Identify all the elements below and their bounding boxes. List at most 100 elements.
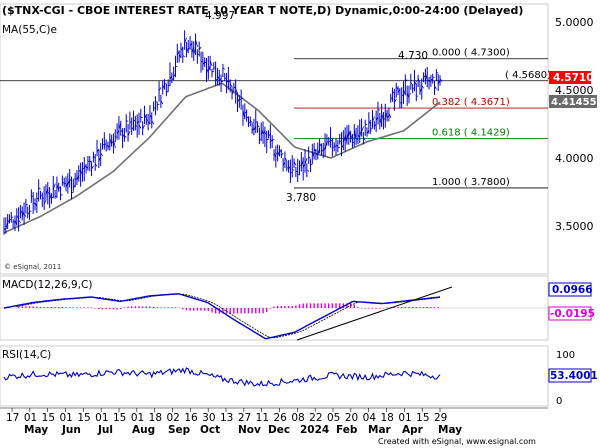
- macd-hist-value: -0.0195: [550, 308, 595, 320]
- price-pane: ($TNX-CGI - CBOE INTEREST RATE 10 YEAR T…: [0, 3, 551, 275]
- price-tick: 3.5000: [555, 220, 594, 233]
- date-tick-label: 01: [131, 412, 144, 424]
- price-bar-tick: [293, 161, 297, 166]
- fib-label: 0.000 ( 4.7300): [432, 48, 510, 59]
- macd-trendline: [296, 286, 453, 341]
- price-bar-tick: [52, 183, 56, 191]
- ma-value-box: [549, 95, 597, 108]
- date-tick-label: 18: [149, 412, 162, 424]
- date-axis: 17 01 15 01 15 01 15 01 18 02 16 30 13 27 11 26 08 22 05 20…: [0, 407, 548, 436]
- price-bar-tick: [304, 157, 308, 165]
- price-bar-tick: [231, 90, 235, 95]
- price-bar-tick: [306, 169, 310, 172]
- price-bar-tick: [394, 98, 397, 103]
- price-bar-tick: [284, 157, 288, 162]
- price-bar-tick: [279, 148, 282, 153]
- macd-label: MACD(12,26,9,C): [2, 279, 92, 291]
- price-bar-tick: [18, 219, 21, 223]
- price-bar-tick: [91, 165, 94, 170]
- month-label: Dec: [268, 424, 290, 436]
- price-bar-tick: [388, 113, 392, 118]
- price-bar-tick: [113, 139, 116, 149]
- date-tick-label: 01: [95, 412, 108, 424]
- price-bar-tick: [281, 153, 284, 156]
- price-bar-tick: [337, 146, 340, 149]
- copyright: © eSignal, 2011: [4, 263, 61, 271]
- moving-average: [3, 82, 441, 234]
- price-bar-tick: [222, 67, 226, 70]
- price-bar-tick: [124, 135, 127, 138]
- price-tick: 4.0000: [555, 152, 594, 165]
- price-pane-frame: [0, 3, 549, 275]
- month-label: Jun: [61, 424, 81, 436]
- month-label: Mar: [368, 424, 392, 436]
- price-bar-tick: [257, 125, 260, 128]
- date-tick-label: 17: [6, 412, 19, 424]
- price-bar-tick: [43, 199, 47, 205]
- price-bar-tick: [372, 116, 375, 123]
- recent-high-annotation: 4.730: [398, 50, 428, 62]
- price-bar-tick: [421, 85, 425, 89]
- price-bar-tick: [249, 120, 253, 124]
- price-bar-tick: [209, 60, 213, 67]
- rsi-tick: 100: [556, 350, 575, 361]
- fib-levels: 0.000 ( 4.7300) ( 4.5680) 0.382 ( 4.3671) 0…: [0, 48, 551, 189]
- ma-line: [3, 82, 441, 234]
- rsi-frame: [0, 345, 549, 407]
- high-annotation: 4.997: [205, 10, 235, 22]
- rsi-tick: 0: [556, 396, 562, 407]
- rsi-series: [3, 367, 441, 387]
- macd-value-box: [548, 282, 592, 297]
- price-bar-tick: [160, 100, 164, 105]
- month-label: Feb: [336, 424, 358, 436]
- price-bar-tick: [100, 153, 103, 157]
- date-tick-label: 29: [434, 412, 447, 424]
- macd-pane: MACD(12,26,9,C) 0.0966 -0.0195: [0, 275, 595, 341]
- price-bar-tick: [182, 55, 186, 58]
- ma-value: 4.414555: [551, 97, 600, 108]
- rsi-value-box: [548, 368, 592, 383]
- month-label: Oct: [200, 424, 220, 436]
- price-bar-tick: [414, 80, 417, 86]
- month-label: May: [24, 424, 48, 436]
- price-bar-tick: [158, 87, 162, 91]
- price-bar-tick: [157, 103, 160, 106]
- price-bar-tick: [292, 169, 295, 171]
- price-bar-tick: [361, 126, 364, 132]
- month-label: May: [438, 424, 462, 436]
- month-label: Aug: [132, 424, 155, 436]
- date-tick-label: 26: [274, 412, 288, 424]
- date-tick-label: 27: [238, 412, 251, 424]
- price-bar-tick: [175, 65, 178, 68]
- price-bar-tick: [439, 78, 443, 83]
- price-bar-tick: [142, 124, 146, 130]
- macd-value: 0.0966: [552, 284, 593, 296]
- date-tick-label: 02: [167, 412, 180, 424]
- date-tick-label: 08: [291, 412, 304, 424]
- date-tick-label: 30: [202, 412, 215, 424]
- price-bar-tick: [410, 82, 414, 86]
- date-tick-label: 15: [77, 412, 90, 424]
- price-bar-tick: [229, 83, 233, 88]
- price-bar-tick: [25, 204, 29, 206]
- price-bar-tick: [151, 120, 155, 125]
- date-tick-label: 13: [220, 412, 233, 424]
- price-axis: 5.0000 4.5000 4.0000 3.5000 4.5710 4.414…: [549, 16, 600, 233]
- price-bar-tick: [255, 121, 258, 123]
- price-bar-tick: [211, 71, 215, 73]
- month-label: Apr: [402, 424, 424, 436]
- price-bar-tick: [436, 71, 439, 74]
- low-annotation: 3.780: [286, 192, 316, 204]
- price-bar-tick: [184, 37, 187, 44]
- date-tick-label: 05: [327, 412, 340, 424]
- price-bar-tick: [198, 46, 202, 51]
- chart-title: ($TNX-CGI - CBOE INTEREST RATE 10 YEAR T…: [2, 4, 523, 17]
- price-bar-tick: [370, 127, 373, 130]
- date-tick-label: 01: [60, 412, 73, 424]
- date-tick-label: 15: [113, 412, 126, 424]
- fib-label: 0.382 ( 4.3671): [432, 97, 510, 108]
- rsi-line: [3, 367, 441, 387]
- price-bar-tick: [89, 160, 92, 163]
